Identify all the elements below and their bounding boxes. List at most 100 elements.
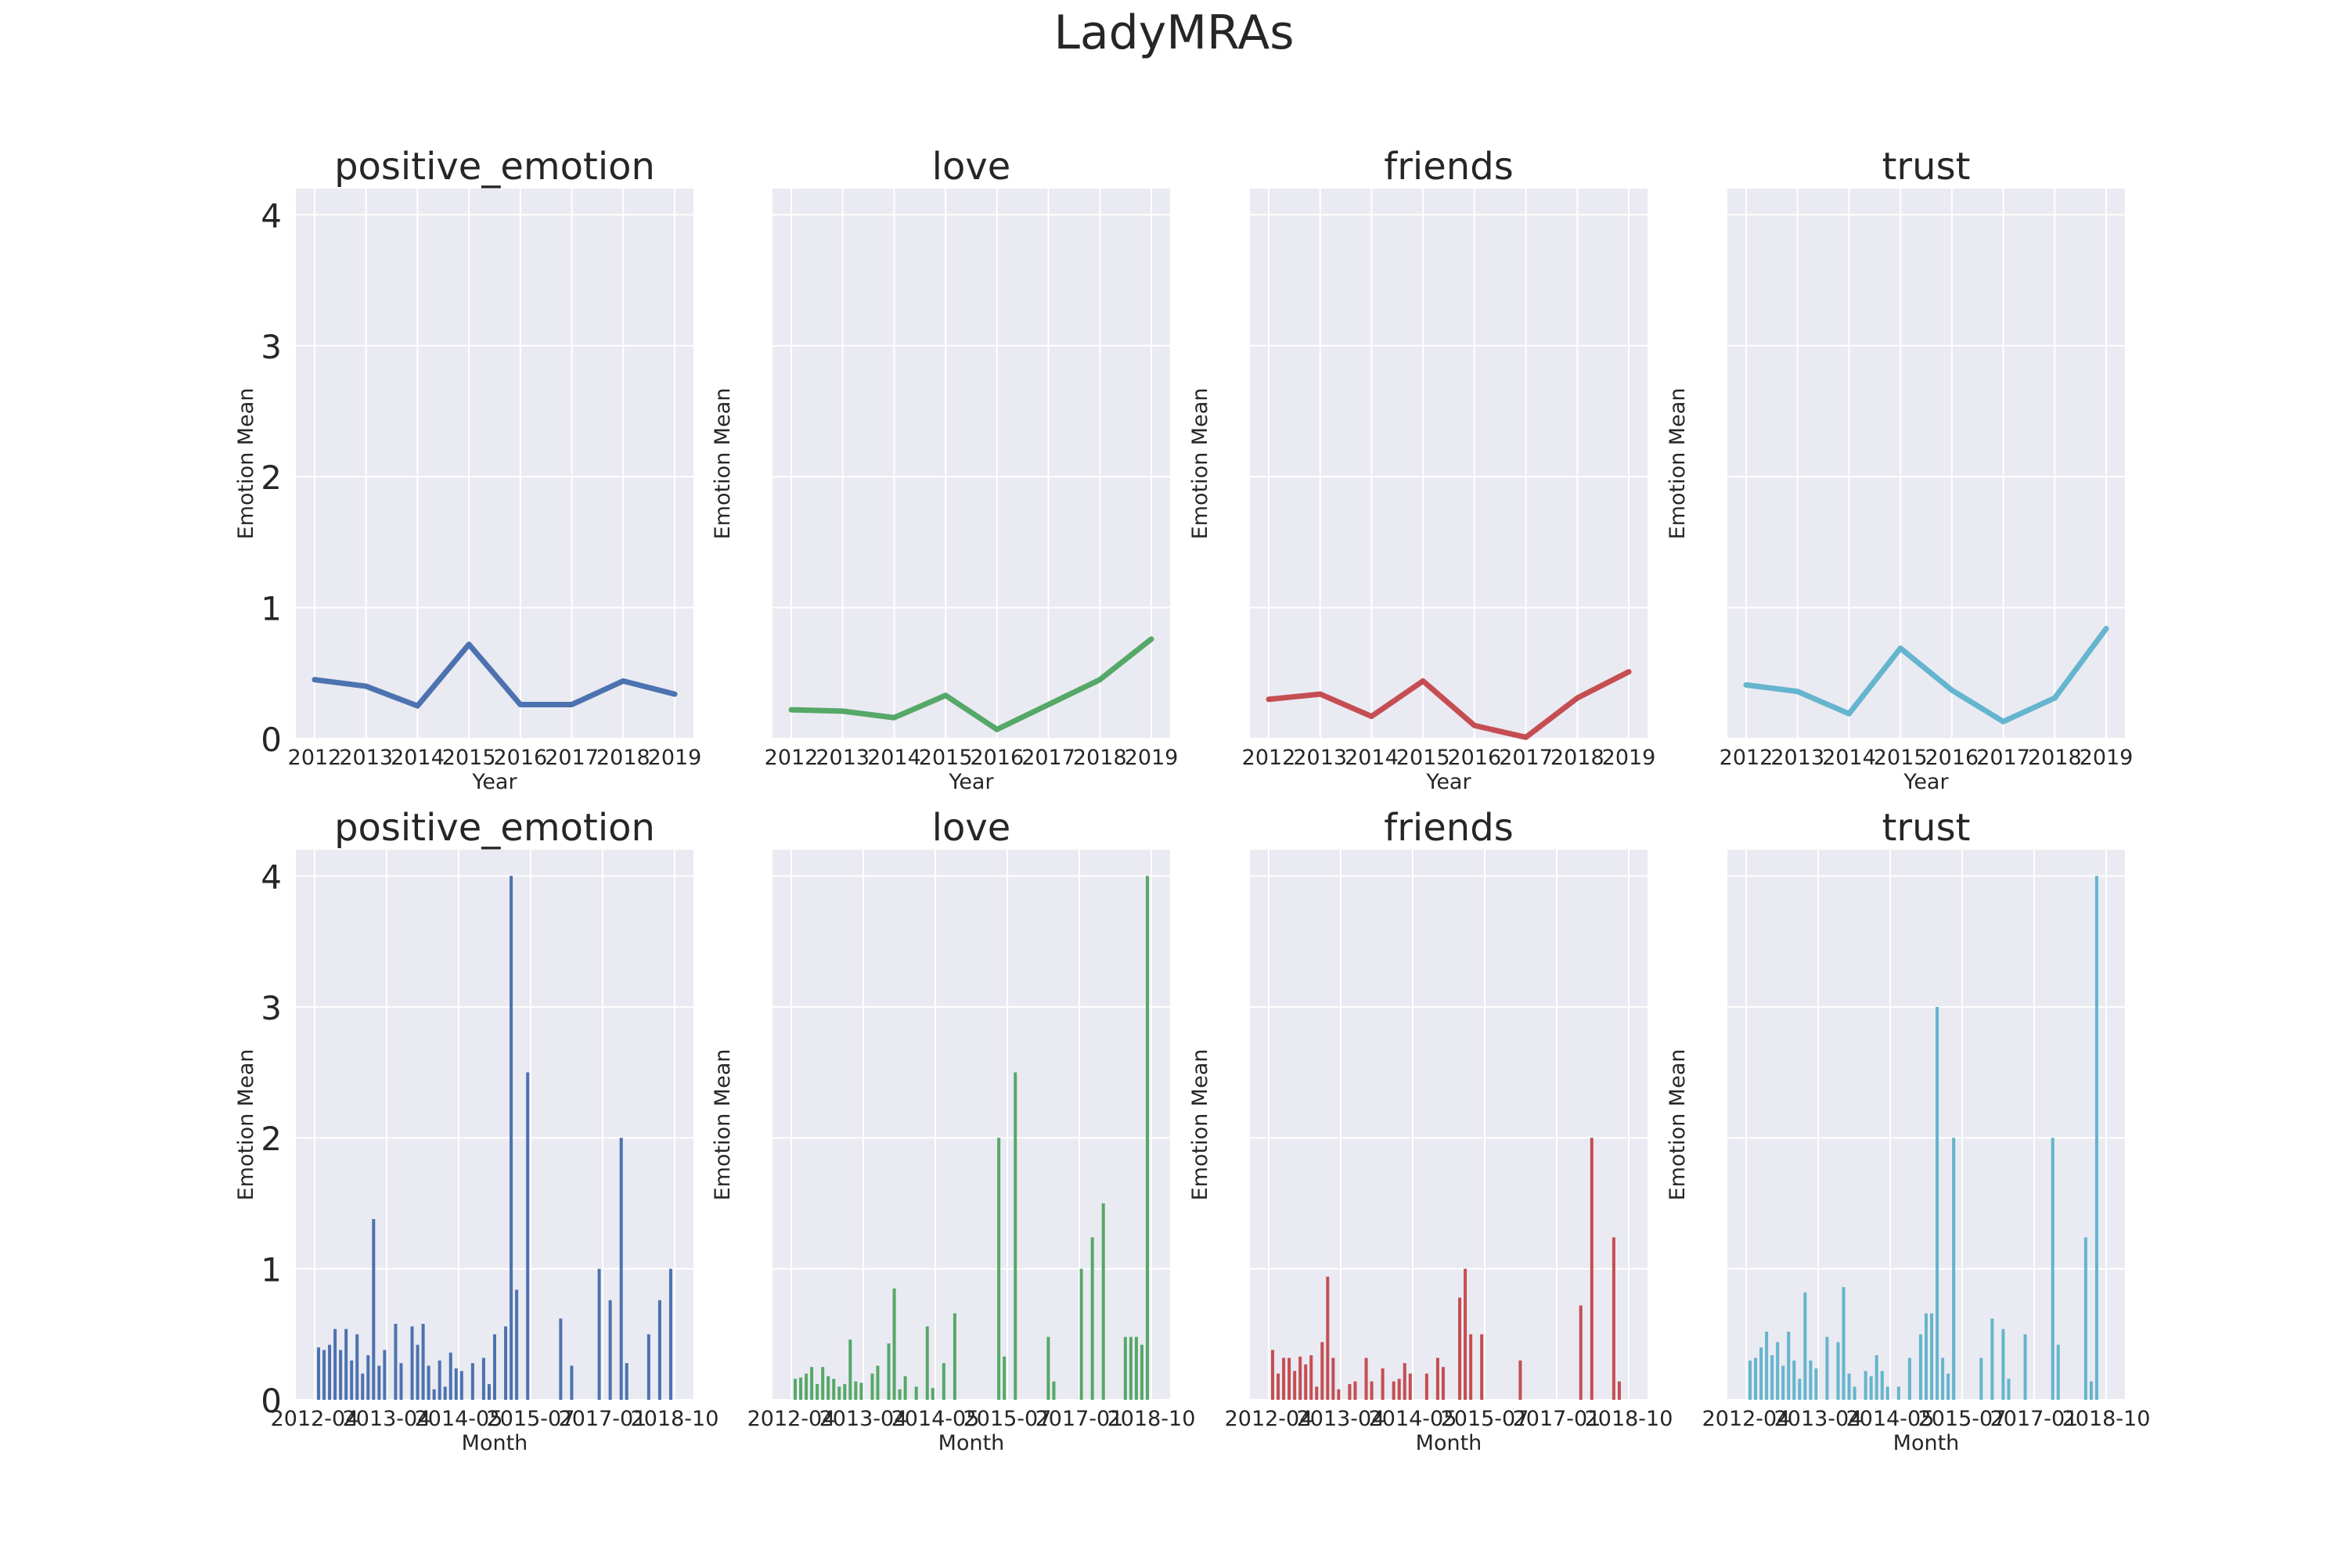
bar [433,1390,436,1400]
bar [1337,1390,1340,1400]
bar [1287,1358,1291,1400]
bar [1046,1337,1050,1400]
x-tick-label: 2018 [2028,746,2082,770]
subplot-title: love [932,806,1011,850]
bar [1930,1314,1933,1400]
bar [1886,1386,1889,1400]
y-tick-label: 0 [261,721,282,759]
bar [1881,1371,1884,1400]
y-axis-label: Emotion Mean [711,1049,735,1201]
axes-background [1727,189,2125,739]
bar [1353,1382,1356,1400]
x-tick-label: 2016 [1925,746,1979,770]
bar [1842,1287,1846,1400]
bar [1798,1379,1801,1400]
bar [1870,1376,1873,1400]
x-tick-label: 2017 [1976,746,2030,770]
bar [2095,876,2098,1400]
x-tick-label: 2018 [596,746,650,770]
bar [1837,1342,1840,1400]
bar [1825,1337,1828,1400]
x-tick-label: 2017 [1499,746,1553,770]
bar [1579,1305,1583,1400]
bar [1365,1358,1368,1400]
bar [2084,1237,2087,1400]
bar [1309,1355,1313,1400]
bar [460,1371,463,1400]
bar [915,1386,918,1400]
bar [526,1073,529,1400]
bar [625,1363,628,1400]
x-axis-label: Year [1903,770,1949,794]
x-tick-label: 2012 [288,746,342,770]
bar [1271,1350,1274,1400]
bar [1348,1384,1351,1400]
bar [1803,1293,1806,1400]
bar [669,1269,672,1400]
bar [570,1365,573,1400]
bar [1458,1297,1461,1400]
bar [1091,1237,1094,1400]
bar [1618,1382,1621,1400]
x-tick-label: 2018 [1550,746,1604,770]
axes-background [1250,189,1648,739]
bar [1590,1138,1594,1400]
bar [471,1363,474,1400]
bar [2024,1334,2027,1400]
subplot-yearly-friends: friends20122013201420152016201720182019Y… [1188,145,1655,794]
bar [888,1343,891,1400]
bar [339,1350,342,1400]
bar [609,1300,612,1400]
bar [1277,1374,1280,1400]
x-axis-label: Year [471,770,517,794]
y-axis-label: Emotion Mean [234,388,258,540]
subplot-title: positive_emotion [334,145,655,189]
bar [1436,1358,1439,1400]
bar [1612,1237,1615,1400]
bar [904,1376,907,1400]
subplot-monthly-friends: friends2012-042013-042014-052015-072017-… [1188,806,1673,1455]
bar [444,1386,447,1400]
x-tick-label: 2014 [1822,746,1876,770]
y-axis-label: Emotion Mean [234,1049,258,1201]
x-tick-label: 2019 [1125,746,1179,770]
subplot-yearly-trust: trust20122013201420152016201720182019Yea… [1666,145,2133,794]
x-tick-label: 2018 [1073,746,1127,770]
bar [449,1353,452,1400]
x-axis-label: Month [462,1431,528,1455]
x-tick-label: 2015 [919,746,973,770]
bar [1282,1358,1285,1400]
bar [1897,1386,1900,1400]
subplot-title: trust [1882,145,1971,189]
bar [826,1376,830,1400]
bar [620,1138,623,1400]
x-tick-label: 2019 [648,746,702,770]
x-tick-label: 2016 [493,746,547,770]
axes-background [772,850,1170,1400]
x-tick-label: 2012 [1242,746,1296,770]
bar [1298,1357,1302,1400]
bar [1014,1073,1017,1400]
y-axis-label: Emotion Mean [1188,388,1212,540]
bar [1304,1365,1307,1400]
bar [1814,1368,1817,1400]
bar [1129,1337,1133,1400]
bar [1787,1332,1790,1400]
bar [493,1334,496,1400]
bar [438,1361,441,1400]
bar [647,1334,650,1400]
axes-background [296,189,693,739]
bar [482,1358,485,1400]
bar [1293,1371,1296,1400]
bar [1409,1374,1412,1400]
y-tick-label: 2 [261,459,282,497]
bar [810,1367,813,1400]
bar [805,1374,808,1400]
bar [515,1289,518,1400]
bar [1315,1386,1318,1400]
bar [832,1379,835,1400]
x-tick-label: 2014 [867,746,921,770]
bar [658,1300,661,1400]
y-axis-label: Emotion Mean [1666,1049,1690,1201]
x-tick-label: 2013 [1770,746,1824,770]
